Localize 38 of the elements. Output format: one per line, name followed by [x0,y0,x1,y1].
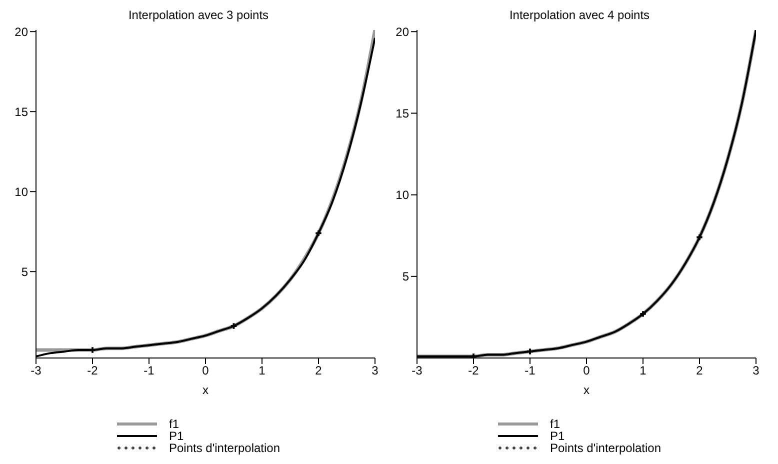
x-tick-label: -1 [524,364,536,378]
y-tick-label: 15 [14,104,28,119]
x-tick-label: 2 [315,364,322,378]
x-tick-label: 3 [372,364,379,378]
x-tick-label: -2 [468,364,480,378]
point [696,234,702,240]
x-axis-title: x [202,383,208,397]
x-tick-label: -3 [30,364,42,378]
legend-label: Points d'interpolation [550,441,662,455]
chart-title: Interpolation avec 4 points [508,8,651,24]
chart-title: Interpolation avec 3 points [127,8,270,24]
legend-label: f1 [550,417,560,431]
legend-label: Points d'interpolation [168,441,280,455]
legend-label: P1 [550,429,565,443]
legend-label: f1 [168,417,179,431]
x-tick-label: 0 [583,364,590,378]
y-tick-label: 5 [402,270,410,284]
y-tick-label: 10 [396,188,410,202]
point [640,311,646,317]
x-axis-title: x [584,383,590,397]
x-tick-label: 2 [696,364,704,378]
x-tick-label: 1 [640,364,647,378]
point [316,230,322,236]
x-tick-label: -1 [144,364,155,378]
y-tick-label: 5 [21,264,28,279]
x-tick-label: 3 [752,364,760,378]
y-tick-label: 20 [396,24,410,39]
x-tick-label: 1 [258,364,266,378]
y-tick-label: 10 [14,184,28,199]
point [230,323,237,329]
x-tick-label: -3 [412,364,423,378]
point [470,354,476,358]
legend-label: P1 [168,429,184,443]
point [527,348,533,354]
y-tick-label: 15 [396,106,410,120]
x-tick-label: 0 [202,364,210,378]
y-tick-label: 20 [14,24,28,39]
x-tick-label: -2 [87,364,98,378]
